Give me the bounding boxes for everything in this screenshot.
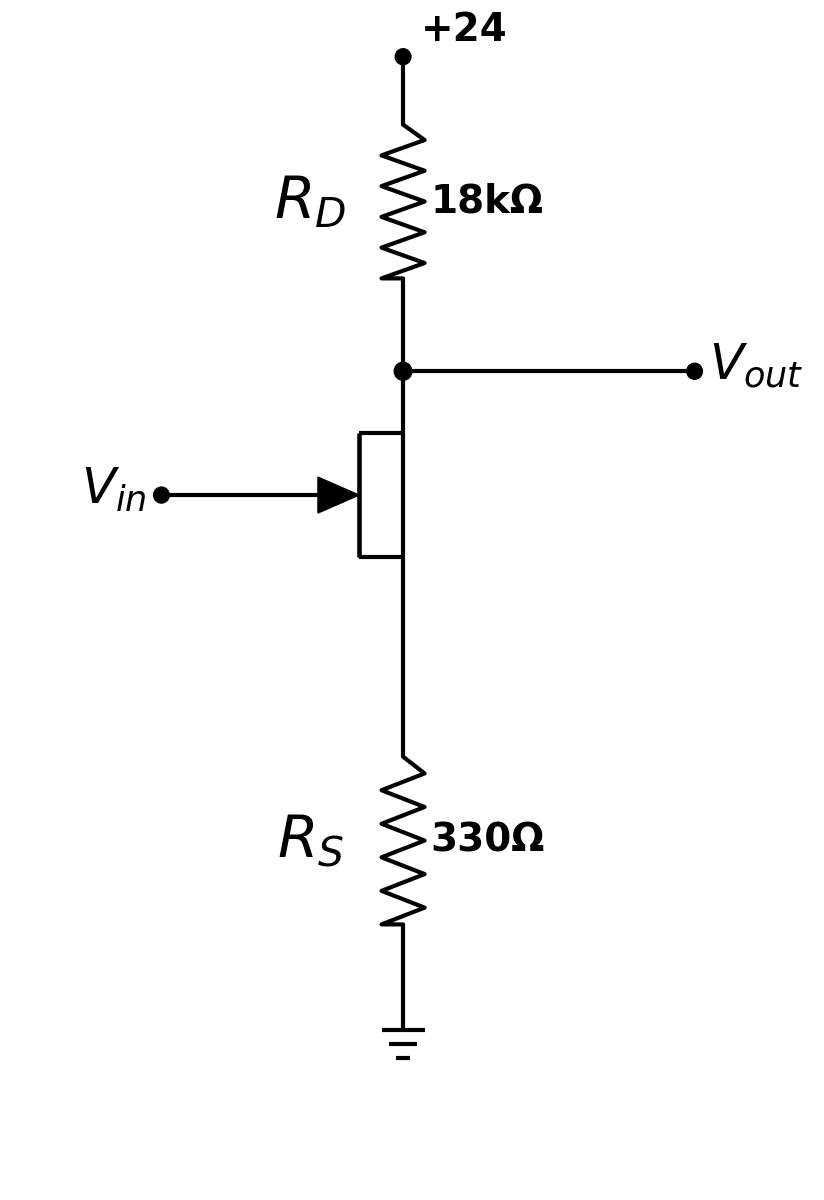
Text: $R_D$: $R_D$ xyxy=(274,173,346,230)
Text: $R_S$: $R_S$ xyxy=(277,812,344,869)
Text: 330Ω: 330Ω xyxy=(430,822,545,859)
Circle shape xyxy=(153,487,169,503)
Circle shape xyxy=(394,362,412,380)
Text: $V_{out}$: $V_{out}$ xyxy=(709,342,804,390)
Circle shape xyxy=(396,49,411,65)
Text: $V_{in}$: $V_{in}$ xyxy=(81,466,147,514)
Text: 18kΩ: 18kΩ xyxy=(430,182,544,221)
Text: +24: +24 xyxy=(421,11,508,49)
Circle shape xyxy=(686,364,702,379)
Polygon shape xyxy=(318,478,359,514)
